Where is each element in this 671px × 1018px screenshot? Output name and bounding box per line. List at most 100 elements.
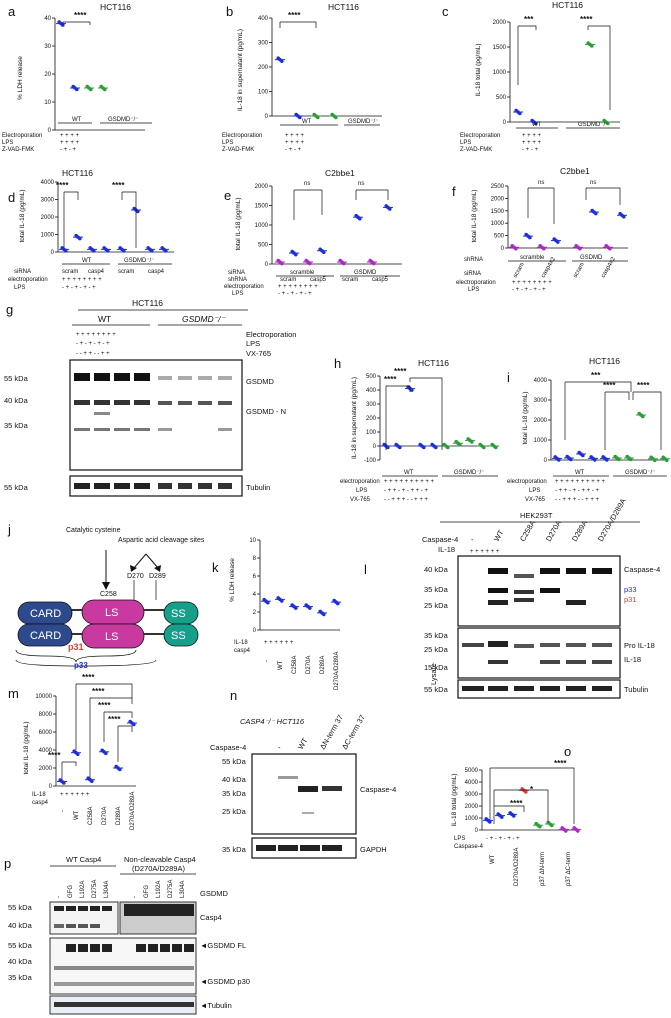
mw-marker: 55 kDa: [4, 483, 29, 492]
y-tick-label: 1500: [493, 45, 507, 51]
significance: ****: [554, 759, 567, 768]
mw-marker: 35 kDa: [4, 421, 29, 430]
condition-lps: LPS: [222, 140, 233, 146]
data-point: [538, 824, 542, 829]
tubulin-bands: [54, 1002, 194, 1007]
y-tick-label: 0: [265, 262, 269, 268]
condition-lps: LPS: [2, 140, 13, 146]
svg-text:+ + + +: + + + +: [60, 140, 80, 146]
chart-i-plot: 0 1000 2000 3000 4000: [534, 378, 670, 464]
svg-text:+ + + + + + + + + +: + + + + + + + + + +: [555, 479, 606, 485]
y-tick-label: 0: [544, 458, 548, 464]
panel-i: i HCT116 total IL-18 (pg/mL) 0 1000 2000 30…: [507, 356, 670, 503]
tubulin-bands: [74, 483, 232, 489]
y-tick-label: -100: [364, 458, 377, 464]
data-point: [386, 445, 390, 450]
svg-text:+ + + +: + + + +: [522, 140, 542, 146]
tick-label: D270A: [102, 807, 108, 825]
condition-casp4: Caspase-4: [454, 844, 484, 850]
card-domain: CARD: [30, 630, 61, 642]
data-point: [388, 207, 392, 211]
condition-lps: LPS: [246, 339, 260, 348]
y-tick-label: 200: [258, 65, 269, 71]
band-tubulin: Tubulin: [624, 685, 648, 694]
y-tick-label: 1000: [255, 223, 269, 229]
gsdmd-bands: [74, 373, 232, 431]
group-label-wt: WT Casp4: [66, 855, 101, 864]
chart-c-plot: 0 500 1000 1500 2000: [493, 20, 620, 126]
data-point: [458, 442, 462, 447]
data-point: [78, 236, 82, 241]
lane-label: D275A: [168, 880, 174, 898]
svg-text:- - + + + - - + + +: - - + + + - - + + +: [555, 497, 600, 503]
panel-letter: n: [230, 688, 237, 703]
significance: ns: [358, 181, 364, 187]
condition-zvad: Z-VAD-FMK: [2, 147, 34, 153]
significance: ****: [384, 375, 397, 384]
data-point: [593, 458, 597, 462]
y-tick-label: 400: [258, 16, 269, 22]
panel-letter: l: [364, 562, 367, 577]
blot-title: HEK293T: [520, 511, 553, 520]
y-tick-label: 6: [253, 574, 257, 580]
panel-letter: k: [212, 560, 219, 575]
mw-marker: 35 kDa: [222, 845, 247, 854]
y-tick-label: 0: [475, 828, 479, 834]
data-point: [266, 600, 270, 605]
chart-m-plot: 0 2000 4000 6000 8000 10000: [35, 694, 137, 790]
panel-m: m total IL-18 (pg/mL) 0 2000 4000 6000 8000 1…: [8, 673, 137, 830]
tick-label: p37 ΔN-term: [540, 852, 546, 886]
blot-title: HCT116: [132, 298, 163, 308]
significance: ****: [56, 181, 69, 190]
tick-label: C258A: [88, 807, 94, 825]
y-tick-label: 2000: [534, 418, 548, 424]
condition-lps: LPS: [529, 488, 540, 494]
mw-marker: 55 kDa: [424, 685, 449, 694]
tick-label: -: [264, 660, 270, 662]
panel-j: j Catalytic cysteine Aspartic acid cleav…: [7, 522, 205, 670]
tick-label: p37 ΔC-term: [566, 852, 572, 886]
gapdh-bands: [256, 845, 342, 851]
significance: *: [530, 785, 534, 794]
condition-casp4: casp4: [32, 800, 49, 806]
svg-text:- + - + - + - +: - + - + - + - +: [486, 836, 520, 842]
panel-n: n CASP4⁻/⁻ HCT116 Caspase-4 - WT ΔN-term…: [210, 688, 367, 752]
svg-text:+ + + +: + + + +: [285, 140, 305, 146]
lane-label: L192A: [156, 881, 162, 898]
lane-label: D275A: [92, 880, 98, 898]
lane-label: L192A: [80, 881, 86, 898]
significance: ****: [98, 701, 111, 710]
group-label-wt: WT: [575, 470, 585, 476]
data-point: [294, 252, 298, 257]
panel-letter: p: [4, 856, 11, 871]
data-point: [590, 44, 594, 48]
il18-bands: [462, 641, 612, 664]
svg-text:+ + + +: + + + +: [285, 133, 305, 139]
tick-label: casp4#2: [601, 256, 618, 279]
data-point: [557, 458, 561, 462]
mw-marker: 40 kDa: [424, 565, 449, 574]
data-point: [528, 235, 532, 240]
chart-h-plot: -100 0 100 200 300 400 500: [364, 374, 499, 464]
condition-sirna: siRNA: [464, 271, 481, 277]
y-tick-label: 200: [366, 416, 377, 422]
significance: ****: [92, 687, 105, 696]
scram-label: scram: [342, 277, 358, 283]
data-point: [75, 87, 79, 92]
group-label-sub: (D270A/D289A): [132, 864, 185, 873]
mw-marker: 25 kDa: [222, 807, 247, 816]
group-label-gsdmd: GSDMD⁻/⁻: [454, 470, 484, 476]
panel-letter: c: [442, 4, 449, 19]
y-tick-label: 4000: [41, 180, 55, 186]
ls-domain: LS: [105, 607, 118, 619]
mw-marker: 40 kDa: [4, 396, 29, 405]
caspase-bands: [278, 776, 342, 814]
data-point: [576, 829, 580, 833]
condition-casp4: casp4: [234, 648, 251, 654]
p31-label: p31: [68, 642, 84, 652]
y-axis-label: IL-18 in supernatant (pg/mL): [237, 29, 244, 111]
svg-text:- + + - + - + + - +: - + + - + - + + - +: [555, 488, 600, 494]
y-tick-label: 100: [258, 90, 269, 96]
data-point: [90, 779, 94, 783]
y-tick-label: 1000: [41, 233, 55, 239]
